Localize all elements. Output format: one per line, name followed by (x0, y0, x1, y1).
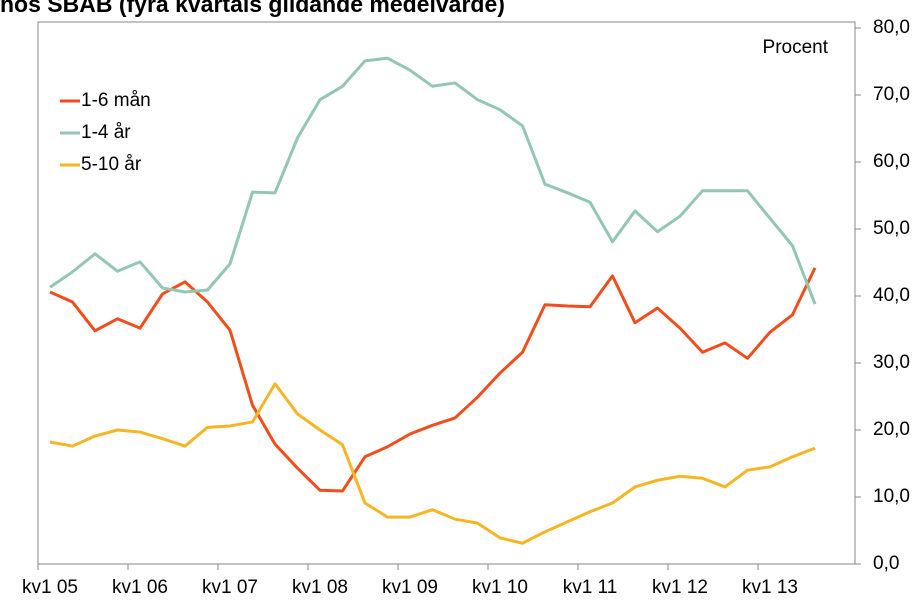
x-tick-label: kv1 10 (472, 577, 528, 598)
y-tick-label: 50,0 (873, 218, 910, 239)
legend-label: 5-10 år (81, 154, 142, 175)
y-tick-label: 0,0 (873, 553, 899, 574)
x-tick-label: kv1 06 (112, 577, 168, 598)
legend-label: 1-4 år (81, 122, 131, 143)
x-tick-label: kv1 13 (742, 577, 798, 598)
line (49, 267, 817, 493)
y-tick-label: 70,0 (873, 84, 910, 105)
line (49, 382, 816, 545)
axis-label: Procent (763, 37, 829, 58)
line (49, 56, 817, 305)
plot-frame (37, 21, 856, 565)
x-tick-label: kv1 05 (22, 577, 78, 598)
x-tick-label: kv1 09 (382, 577, 438, 598)
y-tick-label: 30,0 (873, 352, 910, 373)
y-tick-label: 60,0 (873, 151, 910, 172)
y-tick-label: 80,0 (873, 17, 910, 38)
y-tick-label: 40,0 (873, 285, 910, 306)
x-tick-label: kv1 08 (292, 577, 348, 598)
x-tick-label: kv1 07 (202, 577, 258, 598)
y-tick-label: 10,0 (873, 486, 910, 507)
x-tick-label: kv1 12 (652, 577, 708, 598)
x-tick-label: kv1 11 (563, 577, 618, 598)
chart-title: hos SBAB (fyra kvartals glidande medelvä… (0, 0, 505, 17)
y-tick-label: 20,0 (873, 419, 910, 440)
legend-label: 1-6 mån (81, 90, 151, 111)
